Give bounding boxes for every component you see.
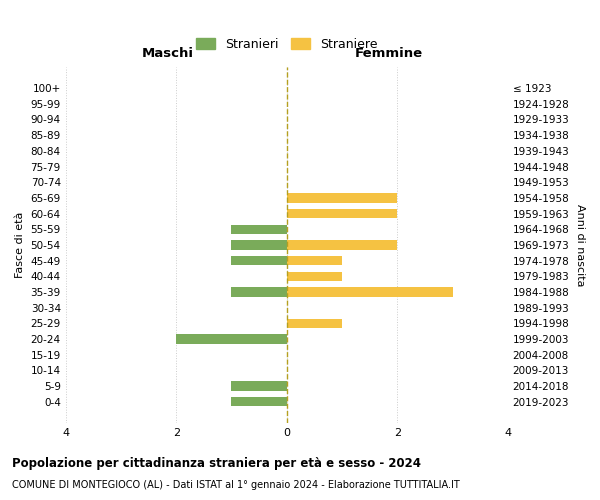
Bar — [287, 256, 342, 266]
Text: Femmine: Femmine — [355, 47, 422, 60]
Bar — [287, 272, 342, 281]
Text: Popolazione per cittadinanza straniera per età e sesso - 2024: Popolazione per cittadinanza straniera p… — [12, 458, 421, 470]
Bar — [232, 256, 287, 266]
Text: COMUNE DI MONTEGIOCO (AL) - Dati ISTAT al 1° gennaio 2024 - Elaborazione TUTTITA: COMUNE DI MONTEGIOCO (AL) - Dati ISTAT a… — [12, 480, 460, 490]
Bar — [287, 209, 397, 218]
Bar — [232, 240, 287, 250]
Y-axis label: Anni di nascita: Anni di nascita — [575, 204, 585, 286]
Bar — [176, 334, 287, 344]
Bar — [232, 382, 287, 391]
Bar — [287, 318, 342, 328]
Legend: Stranieri, Straniere: Stranieri, Straniere — [196, 38, 377, 51]
Text: Maschi: Maschi — [142, 47, 193, 60]
Bar — [287, 193, 397, 202]
Bar — [232, 397, 287, 406]
Y-axis label: Fasce di età: Fasce di età — [15, 212, 25, 278]
Bar — [232, 288, 287, 296]
Bar — [287, 240, 397, 250]
Bar — [232, 224, 287, 234]
Bar — [287, 288, 452, 296]
